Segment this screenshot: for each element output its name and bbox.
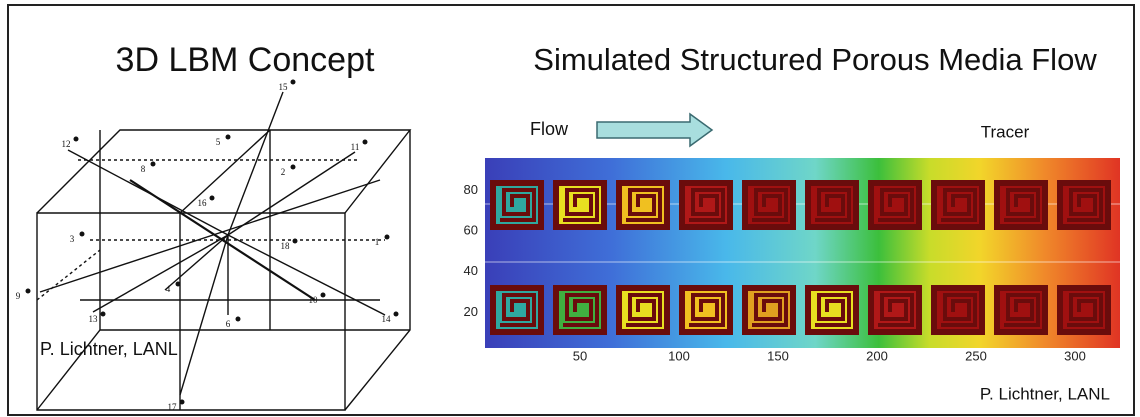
- node-label: 15: [279, 82, 289, 92]
- node-label: 11: [351, 142, 360, 152]
- tracer-label: Tracer: [981, 122, 1030, 141]
- obstacle-spiral: [941, 188, 977, 222]
- lattice-node: [179, 399, 185, 405]
- axis-ticks: 80 60 40 20 50 100 150 200 250 300: [464, 182, 1086, 363]
- node-label: 1: [375, 237, 380, 247]
- x-tick-label: 300: [1064, 348, 1086, 363]
- left-credit: P. Lichtner, LANL: [40, 339, 178, 359]
- lattice-node: [73, 136, 79, 142]
- lattice-node: [292, 238, 298, 244]
- lattice-node: [209, 195, 215, 201]
- obstacle-spiral: [689, 188, 725, 222]
- y-tick-label: 60: [464, 223, 478, 238]
- node-label: 14: [382, 314, 392, 324]
- obstacle-spiral: [563, 188, 599, 222]
- left-title: 3D LBM Concept: [116, 41, 375, 79]
- obstacle-spiral: [815, 188, 851, 222]
- x-tick-label: 150: [767, 348, 789, 363]
- node-label: 5: [216, 137, 221, 147]
- node-label: 2: [281, 167, 286, 177]
- obstacle-spiral: [941, 293, 977, 327]
- obstacle-spiral: [1004, 188, 1040, 222]
- node-label: 17: [168, 402, 178, 412]
- obstacle-spiral: [815, 293, 851, 327]
- obstacles: [490, 180, 1111, 335]
- node-label: 10: [309, 295, 319, 305]
- lattice-node: [235, 316, 241, 322]
- flow-arrow: [596, 112, 714, 148]
- lattice-node: [384, 234, 390, 240]
- lattice-node: [79, 231, 85, 237]
- node-label: 16: [198, 198, 208, 208]
- obstacle-spiral: [1004, 293, 1040, 327]
- obstacle-spiral: [626, 188, 662, 222]
- lattice-node: [175, 281, 181, 287]
- node-label: 12: [62, 139, 71, 149]
- lattice-node: [100, 311, 106, 317]
- right-credit: P. Lichtner, LANL: [980, 384, 1110, 403]
- y-tick-label: 40: [464, 263, 478, 278]
- right-title: Simulated Structured Porous Media Flow: [533, 42, 1097, 77]
- lattice-node: [362, 139, 368, 145]
- y-tick-label: 20: [464, 304, 478, 319]
- node-label: 18: [281, 241, 291, 251]
- lattice-cube: [36, 91, 412, 411]
- lattice-node: [393, 311, 399, 317]
- lattice-node: [225, 134, 231, 140]
- obstacle-spiral: [752, 188, 788, 222]
- lattice-node: [25, 288, 31, 294]
- x-tick-label: 50: [573, 348, 587, 363]
- obstacle-spiral: [1067, 293, 1103, 327]
- x-tick-label: 200: [866, 348, 888, 363]
- obstacle-spiral: [1067, 188, 1103, 222]
- lattice-node: [320, 292, 326, 298]
- node-label: 6: [226, 319, 231, 329]
- obstacle-spiral: [563, 293, 599, 327]
- flow-label: Flow: [530, 119, 569, 139]
- node-label: 3: [70, 234, 75, 244]
- x-tick-label: 100: [668, 348, 690, 363]
- obstacle-spiral: [626, 293, 662, 327]
- node-label: 13: [89, 314, 99, 324]
- obstacle-spiral: [500, 293, 536, 327]
- lattice-node: [290, 164, 296, 170]
- lattice-node: [290, 79, 296, 85]
- y-tick-label: 80: [464, 182, 478, 197]
- node-label: 9: [16, 291, 21, 301]
- obstacle-spiral: [878, 293, 914, 327]
- x-tick-label: 250: [965, 348, 987, 363]
- node-labels: 15 12 5 11 8 2 16 3 18 1 9 4 10 13 6 14 17: [16, 79, 399, 412]
- obstacle-spiral: [500, 188, 536, 222]
- obstacle-spiral: [752, 293, 788, 327]
- node-label: 8: [141, 164, 146, 174]
- node-label: 4: [166, 284, 171, 294]
- obstacle-spiral: [689, 293, 725, 327]
- lattice-node: [150, 161, 156, 167]
- obstacle-spiral: [878, 188, 914, 222]
